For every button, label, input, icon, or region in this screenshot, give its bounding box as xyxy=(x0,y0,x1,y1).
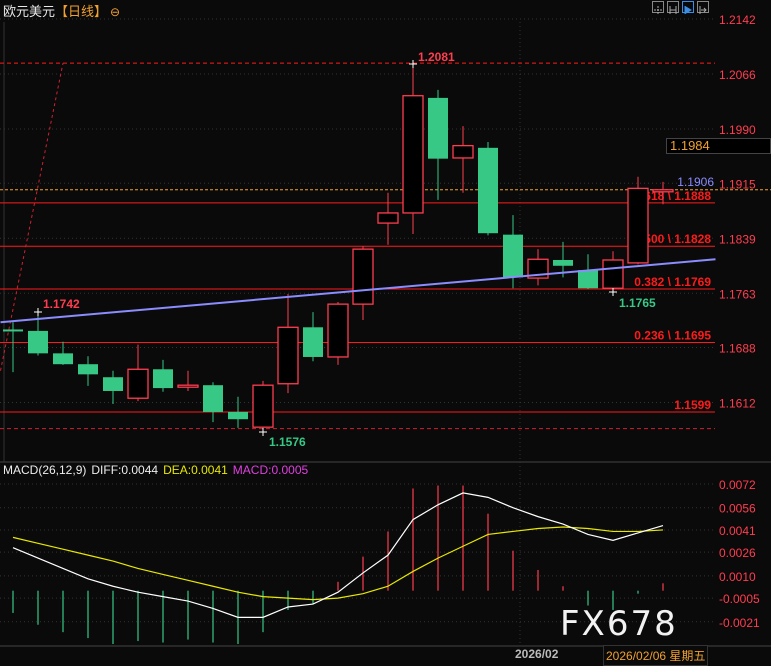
crosshair-icon[interactable] xyxy=(652,1,664,14)
trendline-value-label: 1.1906 xyxy=(677,175,714,189)
candle-body-up xyxy=(352,248,374,305)
extreme-marker-icon xyxy=(409,60,417,68)
candle-body-down xyxy=(28,330,48,354)
candle-body-down xyxy=(303,327,323,357)
diff-value: DIFF:0.0044 xyxy=(91,463,159,477)
candle-body-up xyxy=(327,303,349,358)
candle-body-down xyxy=(428,97,448,159)
diagonal-dashed-line xyxy=(0,63,64,371)
macd-legend: MACD(26,12,9) DIFF:0.0044 DEA:0.0041 MACD:0… xyxy=(3,463,313,477)
candle-body-down xyxy=(3,329,23,332)
candle-body-down xyxy=(153,369,173,389)
candle-body-down xyxy=(203,385,223,412)
fib-level-label: 0.500 \ 1.1828 xyxy=(634,232,711,246)
chart-title: 欧元美元【日线】 ⊖ xyxy=(3,1,120,20)
dea-line xyxy=(12,526,664,601)
fib-level-label: 1.1599 xyxy=(674,398,711,412)
candle-body-down xyxy=(78,364,98,375)
extreme-marker-icon xyxy=(259,428,267,436)
current-date-label: 2026/02/06 星期五 xyxy=(603,645,709,666)
period-selector[interactable]: 【日线】 xyxy=(55,4,108,19)
candle-body-up xyxy=(377,212,399,224)
price-axis-label: 1.1839 xyxy=(719,232,756,246)
high-price-label: 1.2081 xyxy=(418,50,455,64)
macd-axis-label: -0.0005 xyxy=(719,592,760,606)
price-axis-label: 1.2066 xyxy=(719,68,756,82)
symbol-name: 欧元美元 xyxy=(3,4,56,19)
candle-body-down xyxy=(228,411,248,420)
candle-body-up xyxy=(402,95,424,214)
extreme-marker-icon xyxy=(609,288,617,296)
price-axis-label: 1.1612 xyxy=(719,397,756,411)
diff-line xyxy=(12,492,664,618)
fib-level-label: 0.382 \ 1.1769 xyxy=(634,275,711,289)
fit-range-icon[interactable] xyxy=(667,1,679,14)
macd-axis-label: 0.0010 xyxy=(719,570,756,584)
circle-minus-icon[interactable]: ⊖ xyxy=(110,5,121,19)
candle-body-up xyxy=(652,189,674,193)
candle-body-down xyxy=(103,377,123,391)
candle-body-up xyxy=(627,187,649,264)
candle-body-down xyxy=(53,353,73,365)
candle-body-up xyxy=(602,259,624,289)
extreme-marker-icon xyxy=(34,308,42,316)
candle-body-up xyxy=(177,384,199,388)
macd-axis-label: 0.0041 xyxy=(719,524,756,538)
macd-name: MACD(26,12,9) xyxy=(3,463,87,477)
candle-body-up xyxy=(252,384,274,428)
dea-value: DEA:0.0041 xyxy=(163,463,228,477)
chart-toolbar xyxy=(652,1,709,14)
macd-axis-label: -0.0021 xyxy=(719,616,760,630)
candle-body-up xyxy=(452,144,474,159)
macd-axis-label: 0.0026 xyxy=(719,546,756,560)
candle-body-down xyxy=(553,259,573,266)
fib-level-label: 0.236 \ 1.1695 xyxy=(634,328,711,342)
candle-body-up xyxy=(127,368,149,399)
scroll-end-icon[interactable] xyxy=(697,1,709,14)
price-axis-label: 1.1915 xyxy=(719,177,756,191)
watermark-logo: FX678 xyxy=(560,604,678,644)
crosshair-price-box: 1.1984 xyxy=(666,138,771,154)
candle-body-down xyxy=(578,270,598,289)
swing-high-label: 1.1742 xyxy=(43,297,80,311)
price-axis-label: 1.2142 xyxy=(719,13,756,27)
x-axis-label: 2026/02 xyxy=(515,647,559,661)
price-axis-label: 1.1990 xyxy=(719,123,756,137)
low-price-label: 1.1576 xyxy=(269,435,306,449)
macd-axis-label: 0.0072 xyxy=(719,478,756,492)
price-axis-label: 1.1763 xyxy=(719,287,756,301)
macd-axis-label: 0.0056 xyxy=(719,502,756,516)
trendline xyxy=(0,258,716,324)
candle-body-down xyxy=(503,234,523,278)
candle-body-down xyxy=(478,147,498,234)
play-right-icon[interactable] xyxy=(682,1,694,14)
macd-value: MACD:0.0005 xyxy=(232,463,309,477)
candle-body-up xyxy=(277,326,299,385)
price-axis-label: 1.1688 xyxy=(719,342,756,356)
recent-low-label: 1.1765 xyxy=(619,296,656,310)
candle-body-up xyxy=(527,258,549,279)
